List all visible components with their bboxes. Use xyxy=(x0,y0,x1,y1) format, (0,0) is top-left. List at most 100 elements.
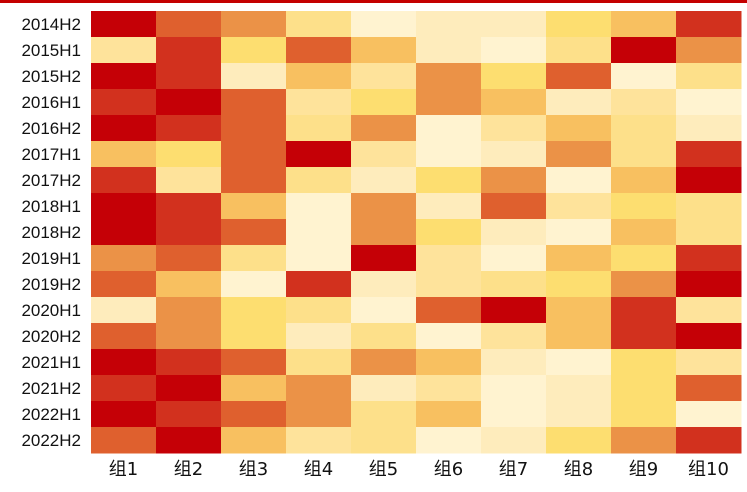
heatmap-cell xyxy=(546,167,612,194)
row-label: 2022H1 xyxy=(21,405,81,424)
heatmap-cell xyxy=(351,89,417,116)
heatmap-cell xyxy=(221,401,287,428)
heatmap-cell xyxy=(156,63,222,90)
heatmap-cell xyxy=(481,193,547,220)
heatmap-cell xyxy=(351,427,417,454)
heatmap-cell xyxy=(416,323,482,350)
heatmap-cell xyxy=(91,271,157,298)
top-rule xyxy=(0,0,747,3)
heatmap-cell xyxy=(286,349,352,376)
heatmap-cell xyxy=(156,193,222,220)
heatmap-cell xyxy=(546,245,612,272)
heatmap-cell xyxy=(546,89,612,116)
heatmap-cell xyxy=(546,11,612,38)
heatmap-cell xyxy=(221,245,287,272)
heatmap-cell xyxy=(156,11,222,38)
heatmap-cell xyxy=(286,63,352,90)
heatmap-cell xyxy=(676,245,742,272)
row-label: 2019H1 xyxy=(21,249,81,268)
row-labels: 2014H2 2015H1 2015H2 2016H1 2016H2 2017H1 2017… xyxy=(21,15,81,450)
heatmap-cell xyxy=(286,297,352,324)
column-label: 组7 xyxy=(499,459,528,480)
heatmap-cell xyxy=(351,297,417,324)
heatmap-cell xyxy=(91,349,157,376)
heatmap-cell xyxy=(676,297,742,324)
heatmap-cell xyxy=(156,297,222,324)
heatmap-cell xyxy=(221,115,287,142)
heatmap-cell xyxy=(611,245,677,272)
heatmap-cell xyxy=(91,245,157,272)
heatmap-cell xyxy=(221,219,287,246)
column-label: 组2 xyxy=(174,459,203,480)
heatmap-cell xyxy=(286,401,352,428)
heatmap-cell xyxy=(676,219,742,246)
heatmap-cell xyxy=(351,11,417,38)
heatmap-cell xyxy=(221,323,287,350)
heatmap-cell xyxy=(481,63,547,90)
heatmap-cell xyxy=(416,297,482,324)
heatmap-cell xyxy=(481,427,547,454)
heatmap-cell xyxy=(676,401,742,428)
heatmap-cell xyxy=(611,11,677,38)
heatmap-cell xyxy=(416,193,482,220)
heatmap-cell xyxy=(546,401,612,428)
heatmap-cell xyxy=(676,323,742,350)
heatmap-cell xyxy=(91,89,157,116)
heatmap-cell xyxy=(676,115,742,142)
heatmap-cell xyxy=(481,115,547,142)
heatmap-cell xyxy=(351,245,417,272)
heatmap-cell xyxy=(286,11,352,38)
heatmap-cell xyxy=(676,427,742,454)
heatmap-cell xyxy=(546,297,612,324)
heatmap-cell xyxy=(221,63,287,90)
heatmap-cell xyxy=(546,193,612,220)
heatmap-cell xyxy=(481,11,547,38)
heatmap-cell xyxy=(221,141,287,168)
heatmap-cell xyxy=(546,323,612,350)
row-label: 2017H2 xyxy=(21,171,81,190)
heatmap-cell xyxy=(676,167,742,194)
heatmap-cell xyxy=(416,141,482,168)
heatmap-cell xyxy=(91,63,157,90)
heatmap-cell xyxy=(546,37,612,64)
column-labels: 组1 组2 组3 组4 组5 组6 组7 组8 组9 组10 xyxy=(109,459,729,480)
column-label: 组1 xyxy=(109,459,138,480)
heatmap-cell xyxy=(351,401,417,428)
heatmap-cell xyxy=(676,11,742,38)
heatmap-cell xyxy=(156,141,222,168)
heatmap-cell xyxy=(416,89,482,116)
heatmap-cell xyxy=(91,219,157,246)
heatmap-cell xyxy=(481,375,547,402)
heatmap-cell xyxy=(156,375,222,402)
heatmap-cell xyxy=(611,375,677,402)
heatmap-cell xyxy=(351,141,417,168)
heatmap-cell xyxy=(91,427,157,454)
heatmap-cell xyxy=(611,167,677,194)
heatmap-cell xyxy=(416,271,482,298)
heatmap-cell xyxy=(286,89,352,116)
column-label: 组8 xyxy=(564,459,593,480)
heatmap-cell xyxy=(91,323,157,350)
heatmap-cell xyxy=(351,63,417,90)
heatmap-cell xyxy=(676,375,742,402)
column-label: 组10 xyxy=(688,459,729,480)
row-label: 2018H1 xyxy=(21,197,81,216)
row-label: 2018H2 xyxy=(21,223,81,242)
column-label: 组3 xyxy=(239,459,268,480)
heatmap-cell xyxy=(286,141,352,168)
heatmap-cell xyxy=(481,271,547,298)
heatmap-cell xyxy=(481,401,547,428)
heatmap-cell xyxy=(156,37,222,64)
heatmap-cell xyxy=(481,349,547,376)
column-label: 组6 xyxy=(434,459,463,480)
heatmap-cell xyxy=(286,219,352,246)
heatmap-cell xyxy=(416,375,482,402)
heatmap-cell xyxy=(416,167,482,194)
row-label: 2022H2 xyxy=(21,431,81,450)
heatmap-cell xyxy=(221,167,287,194)
heatmap-cell xyxy=(611,297,677,324)
heatmap-cell xyxy=(611,271,677,298)
heatmap-cell xyxy=(481,37,547,64)
heatmap-cell xyxy=(91,11,157,38)
